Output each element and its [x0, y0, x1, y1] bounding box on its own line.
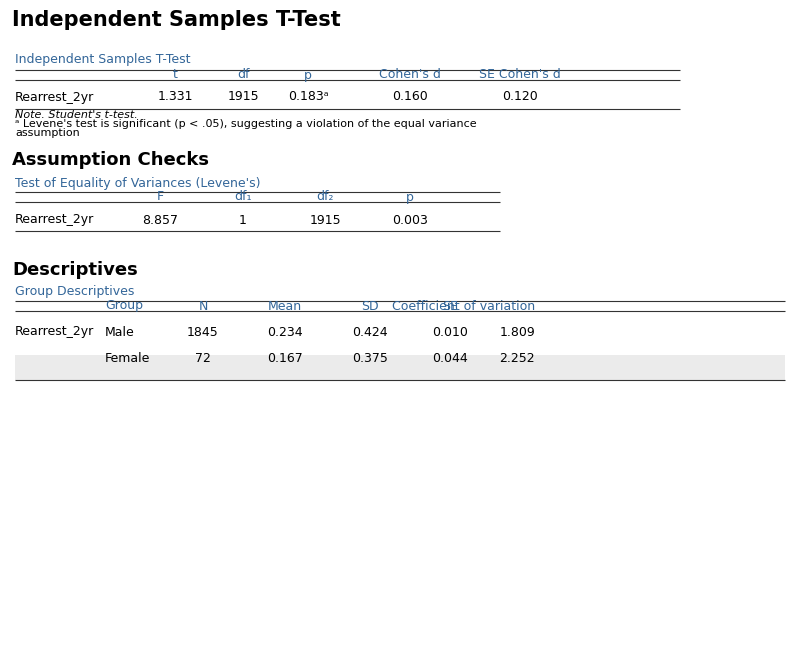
Text: Male: Male: [105, 326, 135, 339]
Text: Rearrest_2yr: Rearrest_2yr: [15, 326, 95, 339]
Text: 1: 1: [239, 214, 247, 227]
Text: 0.234: 0.234: [268, 326, 303, 339]
Text: Coefficient of variation: Coefficient of variation: [392, 299, 535, 312]
Text: 0.120: 0.120: [502, 90, 538, 104]
Text: 0.160: 0.160: [392, 90, 428, 104]
Text: assumption: assumption: [15, 128, 80, 138]
Text: 8.857: 8.857: [142, 214, 178, 227]
Text: Note. Student's t-test.: Note. Student's t-test.: [15, 110, 138, 120]
Text: ᵃ Levene's test is significant (p < .05), suggesting a violation of the equal va: ᵃ Levene's test is significant (p < .05)…: [15, 119, 477, 129]
Text: 0.183ᵃ: 0.183ᵃ: [288, 90, 328, 104]
Text: 0.167: 0.167: [267, 352, 303, 365]
Text: 1.331: 1.331: [157, 90, 193, 104]
Text: SD: SD: [361, 299, 379, 312]
Text: Female: Female: [105, 352, 151, 365]
Text: df: df: [237, 68, 249, 81]
Text: df₁: df₁: [234, 191, 252, 204]
Text: 1915: 1915: [309, 214, 340, 227]
Text: Assumption Checks: Assumption Checks: [12, 151, 209, 169]
Text: N: N: [199, 299, 207, 312]
Text: Rearrest_2yr: Rearrest_2yr: [15, 90, 95, 104]
Text: F: F: [156, 191, 163, 204]
Text: Cohen's d: Cohen's d: [379, 68, 441, 81]
Text: 2.252: 2.252: [499, 352, 535, 365]
Text: 0.375: 0.375: [352, 352, 388, 365]
Text: 0.003: 0.003: [392, 214, 428, 227]
Text: p: p: [406, 191, 414, 204]
Text: Independent Samples T-Test: Independent Samples T-Test: [12, 10, 340, 30]
Text: Group: Group: [105, 299, 143, 312]
Text: 0.010: 0.010: [432, 326, 468, 339]
Text: Test of Equality of Variances (Levene's): Test of Equality of Variances (Levene's): [15, 176, 260, 189]
Text: SE Cohen's d: SE Cohen's d: [479, 68, 561, 81]
Text: df₂: df₂: [316, 191, 334, 204]
Text: Mean: Mean: [268, 299, 302, 312]
Text: Rearrest_2yr: Rearrest_2yr: [15, 214, 95, 227]
Text: 1845: 1845: [187, 326, 219, 339]
Text: SE: SE: [442, 299, 458, 312]
Text: 1.809: 1.809: [499, 326, 535, 339]
Text: 72: 72: [195, 352, 211, 365]
Text: Descriptives: Descriptives: [12, 261, 138, 279]
Text: Group Descriptives: Group Descriptives: [15, 286, 135, 299]
Text: Independent Samples T-Test: Independent Samples T-Test: [15, 53, 191, 66]
Text: t: t: [172, 68, 178, 81]
Text: 0.044: 0.044: [432, 352, 468, 365]
Text: p: p: [304, 68, 312, 81]
Text: 0.424: 0.424: [352, 326, 388, 339]
Text: 1915: 1915: [227, 90, 259, 104]
Bar: [15, 355, 785, 380]
